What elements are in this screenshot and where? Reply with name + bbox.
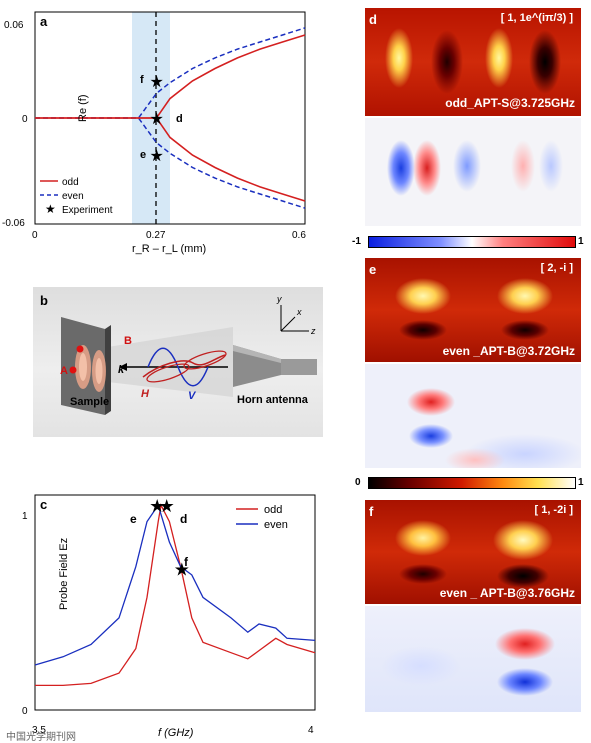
- map-f-tag: [ 1, -2i ]: [534, 504, 573, 516]
- label-sample: Sample: [70, 396, 109, 408]
- series-odd: [35, 503, 316, 687]
- a-point-f: f: [140, 74, 144, 86]
- label-horn: Horn antenna: [237, 394, 309, 406]
- panel-a-chart: ★ ★ ★ Re (f) 0.06 0 -0.06 0 0.27 0.6 r_R –…: [2, 11, 306, 255]
- legend-odd-label: odd: [62, 177, 79, 188]
- map-d-tag: [ 1, 1e^(iπ/3) ]: [500, 12, 573, 24]
- c-point-d: d: [180, 512, 187, 526]
- point-A-marker: [69, 366, 77, 374]
- c-ytick-1: 1: [22, 511, 28, 522]
- experiment-star: ★: [150, 111, 164, 128]
- cbar1-min: -1: [352, 236, 361, 247]
- c-xtick-0: 3.5: [32, 725, 46, 736]
- label-V: V: [188, 390, 197, 402]
- a-xtick-mid: 0.27: [146, 230, 166, 241]
- c-ylabel: Probe Field Ez: [58, 538, 70, 610]
- map-f-label: f: [369, 504, 374, 519]
- panel-label-c: c: [40, 497, 48, 512]
- legend-even-label: even: [62, 191, 84, 202]
- cbar2-min: 0: [355, 477, 361, 488]
- c-ytick-0: 0: [22, 706, 28, 717]
- map-f-caption: even _ APT-B@3.76GHz: [439, 586, 575, 600]
- panel-label-a: a: [40, 14, 48, 29]
- watermark: 中国光学期刊网: [6, 732, 76, 743]
- map-e-heat: e [ 2, -i ] even _APT-B@3.72GHz: [365, 258, 581, 362]
- a-xtick-end: 0.6: [292, 230, 306, 241]
- legend-exp-label: Experiment: [62, 205, 113, 216]
- series-even: [34, 503, 316, 666]
- experiment-star: ★: [150, 74, 164, 91]
- odd-lower-branch: [35, 117, 306, 202]
- map-f-phase: [365, 606, 581, 712]
- c-xlabel: f (GHz): [158, 727, 194, 739]
- a-ytick-bot: -0.06: [2, 218, 25, 229]
- c-point-f: f: [184, 555, 189, 569]
- map-e-caption: even _APT-B@3.72GHz: [442, 344, 575, 358]
- c-xtick-1: 4: [308, 725, 314, 736]
- a-point-e: e: [140, 149, 146, 161]
- axis-y: y: [276, 294, 282, 304]
- a-xtick-0: 0: [32, 230, 38, 241]
- c-legend-even-label: even: [264, 519, 288, 531]
- h-wave: [142, 354, 226, 378]
- colorbar-diverging: [368, 236, 576, 248]
- a-ytick-mid: 0: [22, 114, 28, 125]
- a-xlabel: r_R – r_L (mm): [132, 243, 206, 255]
- label-k: k: [118, 364, 125, 376]
- v-wave: [147, 347, 209, 387]
- map-f-heat: f [ 1, -2i ] even _ APT-B@3.76GHz: [365, 500, 581, 604]
- a-ytick-top: 0.06: [4, 20, 24, 31]
- experiment-star: ★: [150, 148, 164, 165]
- panel-c-chart: ★★★ 1 0 3.5 4 f (GHz) Probe Field Ez e d…: [22, 494, 316, 739]
- map-d-heat: d [ 1, 1e^(iπ/3) ] odd_APT-S@3.725GHz: [365, 8, 581, 116]
- label-A: A: [60, 365, 68, 377]
- map-e-label: e: [369, 262, 377, 277]
- colorbar-heat: [368, 477, 576, 489]
- map-e-tag: [ 2, -i ]: [540, 262, 573, 274]
- probe-star: ★: [159, 496, 175, 516]
- a-point-d: d: [176, 113, 183, 125]
- panel-label-b: b: [40, 293, 48, 308]
- axis-x: x: [296, 307, 302, 317]
- map-d-phase: [365, 118, 581, 226]
- c-point-e: e: [130, 512, 137, 526]
- plot-frame-c: [34, 494, 316, 711]
- label-H: H: [141, 388, 150, 400]
- legend-star-icon: ★: [45, 202, 56, 216]
- cbar2-max: 1: [578, 477, 584, 488]
- map-e-phase: [365, 364, 581, 468]
- map-d-label: d: [369, 12, 377, 27]
- cbar1-max: 1: [578, 236, 584, 247]
- map-d-caption: odd_APT-S@3.725GHz: [445, 96, 575, 110]
- probe-star: ★: [149, 496, 165, 516]
- panel-b-svg: B A Sample k H V Horn antenna y x z: [60, 294, 317, 415]
- label-B: B: [124, 335, 132, 347]
- a-ylabel: Re (f): [77, 95, 89, 123]
- point-B-marker: [76, 345, 84, 353]
- c-legend-odd-label: odd: [264, 504, 282, 516]
- probe-star: ★: [174, 560, 190, 580]
- axis-z: z: [310, 326, 316, 336]
